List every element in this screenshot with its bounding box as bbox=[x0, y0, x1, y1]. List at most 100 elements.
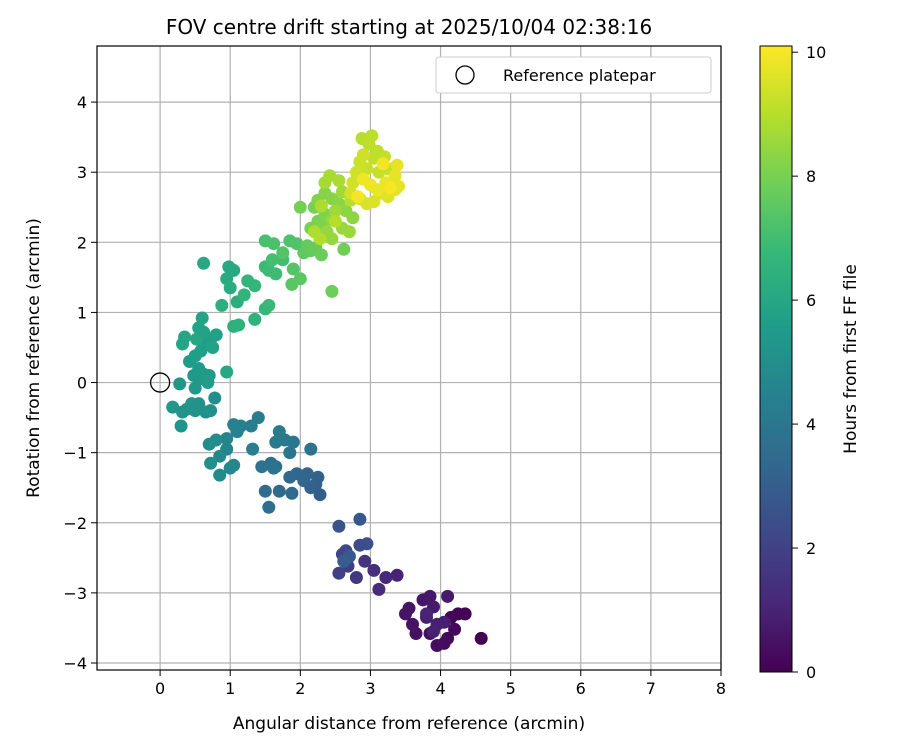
colorbar-ticks: 0 2 4 6 8 10 bbox=[792, 43, 826, 682]
data-point bbox=[427, 624, 440, 638]
y-tick-label: −3 bbox=[63, 584, 87, 603]
data-point bbox=[353, 512, 367, 526]
data-point bbox=[337, 242, 351, 256]
data-point bbox=[201, 376, 215, 389]
data-point bbox=[290, 237, 304, 251]
data-point bbox=[197, 256, 211, 270]
data-point bbox=[383, 181, 397, 195]
data-point bbox=[356, 148, 370, 162]
data-point bbox=[176, 405, 189, 419]
data-point bbox=[192, 321, 206, 335]
x-tick-label: 3 bbox=[365, 679, 375, 698]
chart-title: FOV centre drift starting at 2025/10/04 … bbox=[166, 15, 652, 39]
data-point bbox=[356, 172, 370, 186]
data-point bbox=[430, 639, 444, 652]
data-point bbox=[346, 176, 360, 190]
data-point bbox=[286, 262, 300, 276]
data-point bbox=[262, 298, 276, 312]
data-point bbox=[220, 432, 234, 446]
data-point bbox=[358, 554, 372, 568]
data-point bbox=[314, 199, 328, 213]
x-tick-label: 2 bbox=[295, 679, 305, 698]
data-point bbox=[255, 460, 269, 474]
x-tick-label: 7 bbox=[646, 679, 656, 698]
data-point bbox=[215, 298, 229, 312]
data-point bbox=[360, 537, 374, 551]
y-tick-label: 1 bbox=[77, 303, 87, 322]
data-point bbox=[285, 486, 299, 500]
colorbar-label: Hours from first FF file bbox=[841, 264, 861, 454]
colorbar bbox=[759, 45, 793, 673]
series-group bbox=[344, 129, 405, 211]
data-point bbox=[342, 225, 356, 239]
data-point bbox=[195, 311, 209, 325]
x-tick-label: 0 bbox=[155, 679, 165, 698]
y-tick-label: 0 bbox=[77, 374, 87, 393]
data-point bbox=[272, 484, 286, 498]
data-point bbox=[174, 419, 188, 433]
data-point bbox=[390, 158, 404, 172]
x-axis-ticks: 0 1 2 3 4 5 6 7 8 bbox=[155, 670, 726, 698]
y-axis-label: Rotation from reference (arcmin) bbox=[24, 218, 44, 498]
data-point bbox=[202, 437, 216, 451]
data-point bbox=[283, 446, 297, 460]
series-group bbox=[332, 512, 404, 596]
colorbar-tick-label: 8 bbox=[806, 167, 816, 186]
x-tick-label: 1 bbox=[225, 679, 235, 698]
data-point bbox=[237, 288, 251, 302]
data-point bbox=[244, 419, 258, 433]
colorbar-tick-label: 2 bbox=[806, 539, 816, 558]
data-point bbox=[437, 615, 451, 629]
data-point bbox=[388, 169, 402, 183]
x-tick-label: 8 bbox=[716, 679, 726, 698]
legend-box bbox=[435, 56, 712, 94]
data-point bbox=[328, 204, 342, 218]
data-point bbox=[267, 237, 281, 251]
data-point bbox=[209, 328, 223, 342]
data-point bbox=[223, 281, 237, 295]
y-tick-label: −4 bbox=[63, 654, 87, 673]
y-tick-label: −2 bbox=[63, 514, 87, 533]
data-point bbox=[372, 582, 386, 596]
data-point bbox=[441, 589, 455, 603]
data-points bbox=[166, 129, 488, 652]
data-point bbox=[265, 253, 279, 267]
data-point bbox=[293, 200, 307, 214]
plot-frame bbox=[96, 45, 722, 671]
reference-marker bbox=[149, 372, 171, 393]
data-point bbox=[178, 330, 192, 344]
series-group bbox=[197, 200, 351, 333]
data-point bbox=[246, 442, 260, 456]
data-point bbox=[293, 272, 307, 286]
data-point bbox=[283, 470, 297, 484]
y-tick-label: 4 bbox=[77, 93, 87, 112]
x-axis-label: Angular distance from reference (arcmin) bbox=[233, 714, 585, 734]
colorbar-tick-label: 4 bbox=[806, 415, 816, 434]
data-point bbox=[313, 488, 327, 502]
data-point bbox=[223, 461, 237, 475]
y-tick-label: 3 bbox=[77, 163, 87, 182]
data-point bbox=[448, 622, 462, 636]
data-point bbox=[267, 461, 281, 475]
data-point bbox=[379, 571, 393, 584]
data-point bbox=[313, 232, 327, 246]
data-point bbox=[311, 470, 325, 484]
data-point bbox=[248, 312, 262, 326]
data-point bbox=[269, 435, 283, 449]
data-point bbox=[332, 174, 346, 188]
y-tick-label: −1 bbox=[63, 444, 87, 463]
data-point bbox=[232, 318, 246, 332]
colorbar-tick-label: 0 bbox=[806, 663, 816, 682]
data-point bbox=[190, 332, 204, 346]
x-tick-label: 5 bbox=[506, 679, 516, 698]
data-point bbox=[230, 425, 244, 439]
colorbar-tick-label: 6 bbox=[806, 291, 816, 310]
data-point bbox=[325, 284, 339, 298]
data-point bbox=[314, 248, 328, 262]
colorbar-tick-label: 10 bbox=[806, 43, 826, 62]
series-group bbox=[307, 169, 360, 246]
legend-marker bbox=[455, 65, 475, 85]
data-point bbox=[346, 211, 360, 225]
data-point bbox=[423, 589, 437, 603]
